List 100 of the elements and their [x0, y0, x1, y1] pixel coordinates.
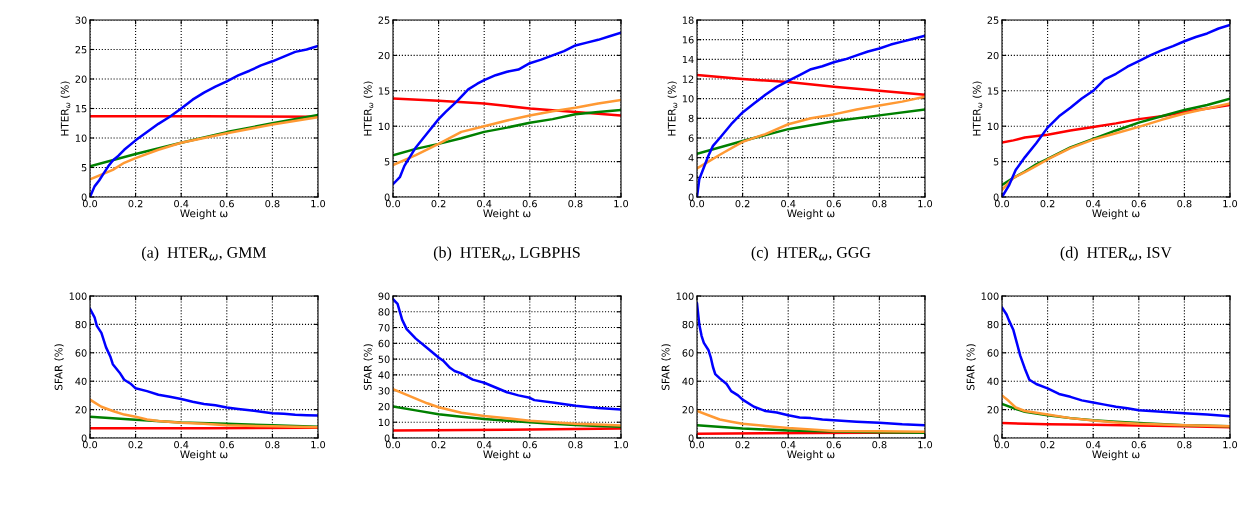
y-tick-label: 60 — [75, 349, 87, 357]
y-tick-label: 0 — [81, 193, 87, 201]
y-tick-label: 0 — [81, 434, 87, 442]
y-axis-title: HTER$_{ω}$ (%) — [363, 81, 374, 136]
y-tick-label: 5 — [993, 158, 999, 166]
y-tick-label: 50 — [378, 355, 390, 363]
x-tick-label: 0.8 — [1177, 199, 1192, 208]
x-tick-label: 0.8 — [1177, 440, 1192, 449]
y-axis-title: SFAR (%) — [966, 344, 976, 390]
x-axis-title: Weight ω — [180, 209, 228, 220]
x-tick-label: 0.4 — [477, 440, 492, 449]
x-tick-label: 0.2 — [735, 440, 750, 449]
x-tick-label: 0.4 — [174, 199, 189, 208]
y-tick-label: 14 — [682, 55, 694, 64]
y-tick-label: 80 — [682, 320, 694, 329]
y-tick-label: 15 — [378, 87, 390, 95]
y-tick-label: 2 — [688, 173, 694, 182]
y-tick-label: 10 — [378, 418, 390, 427]
y-tick-label: 30 — [75, 16, 87, 24]
y-tick-label: 80 — [378, 308, 390, 316]
y-tick-label: 16 — [682, 36, 694, 44]
y-tick-label: 20 — [75, 406, 87, 414]
y-tick-label: 20 — [682, 406, 694, 414]
text: (c) HTER$_{ω}$, GGG — [751, 246, 871, 262]
y-tick-label: 30 — [378, 387, 390, 395]
x-axis-title: Weight ω — [1092, 450, 1140, 461]
y-axis-title: SFAR (%) — [363, 344, 373, 390]
x-tick-label: 0.4 — [174, 440, 189, 449]
y-tick-label: 4 — [688, 154, 694, 162]
y-tick-label: 20 — [75, 75, 87, 83]
x-tick-label: 1.0 — [311, 199, 326, 208]
x-tick-label: 1.0 — [614, 440, 629, 449]
y-tick-label: 18 — [682, 16, 694, 24]
x-tick-label: 1.0 — [311, 440, 326, 449]
y-axis-title: HTER$_{ω}$ (%) — [972, 81, 983, 136]
y-axis-title: SFAR (%) — [661, 344, 671, 390]
y-tick-label: 60 — [682, 349, 694, 357]
y-tick-label: 6 — [688, 134, 694, 142]
y-tick-label: 40 — [378, 371, 390, 379]
x-tick-label: 0.2 — [1040, 199, 1055, 208]
x-tick-label: 1.0 — [918, 199, 933, 208]
y-tick-label: 60 — [987, 349, 999, 357]
x-tick-label: 0.6 — [219, 440, 234, 449]
y-tick-label: 80 — [75, 320, 87, 329]
y-tick-label: 40 — [987, 377, 999, 386]
x-tick-label: 0.2 — [1040, 440, 1055, 449]
x-tick-label: 1.0 — [1223, 440, 1238, 449]
x-tick-label: 0.6 — [522, 440, 537, 449]
x-tick-label: 0.8 — [265, 440, 280, 449]
y-tick-label: 10 — [75, 134, 87, 142]
y-tick-label: 10 — [378, 122, 390, 131]
x-axis-title: Weight ω — [787, 209, 835, 220]
y-axis-title: HTER$_{ω}$ (%) — [667, 81, 678, 136]
x-tick-label: 0.4 — [1086, 440, 1101, 449]
x-tick-label: 0.6 — [1131, 199, 1146, 208]
x-tick-label: 0.8 — [872, 440, 887, 449]
y-tick-label: 15 — [75, 105, 87, 113]
x-axis-title: Weight ω — [483, 450, 531, 461]
y-tick-label: 40 — [75, 377, 87, 386]
y-tick-label: 25 — [75, 45, 87, 54]
x-tick-label: 0.4 — [781, 199, 796, 208]
y-tick-label: 0 — [688, 434, 694, 442]
y-tick-label: 70 — [378, 324, 390, 332]
y-tick-label: 8 — [688, 114, 694, 123]
x-tick-label: 0.8 — [265, 199, 280, 208]
y-tick-label: 0 — [993, 193, 999, 201]
x-tick-label: 0.8 — [568, 440, 583, 449]
x-axis-title: Weight ω — [180, 450, 228, 461]
text: (a) HTER$_{ω}$, GMM — [142, 246, 267, 262]
x-tick-label: 0.6 — [826, 199, 841, 208]
x-tick-label: 0.4 — [781, 440, 796, 449]
y-tick-label: 25 — [378, 16, 390, 24]
y-tick-label: 25 — [987, 16, 999, 24]
y-tick-label: 80 — [987, 320, 999, 329]
x-axis-title: Weight ω — [787, 450, 835, 461]
text: (b) HTER$_{ω}$, LGBPHS — [433, 246, 580, 262]
y-axis-title: SFAR (%) — [54, 344, 64, 390]
x-tick-label: 1.0 — [918, 440, 933, 449]
x-tick-label: 0.8 — [872, 199, 887, 208]
x-tick-label: 0.6 — [1131, 440, 1146, 449]
y-tick-label: 20 — [987, 406, 999, 414]
y-tick-label: 90 — [378, 292, 390, 300]
y-tick-label: 0 — [384, 193, 390, 201]
x-tick-label: 1.0 — [1223, 199, 1238, 208]
x-tick-label: 0.2 — [128, 199, 143, 208]
x-tick-label: 0.8 — [568, 199, 583, 208]
text: (d) HTER$_{ω}$, ISV — [1060, 246, 1172, 262]
x-tick-label: 0.2 — [128, 440, 143, 449]
y-axis-title: HTER$_{ω}$ (%) — [60, 81, 71, 136]
y-tick-label: 15 — [987, 87, 999, 95]
y-tick-label: 40 — [682, 377, 694, 386]
y-tick-label: 20 — [987, 51, 999, 60]
y-tick-label: 20 — [378, 402, 390, 411]
y-tick-label: 5 — [81, 164, 87, 172]
y-tick-label: 0 — [384, 434, 390, 442]
x-tick-label: 0.6 — [826, 440, 841, 449]
y-tick-label: 0 — [688, 193, 694, 201]
x-tick-label: 0.2 — [431, 440, 446, 449]
y-tick-label: 0 — [993, 434, 999, 442]
x-tick-label: 0.6 — [219, 199, 234, 208]
